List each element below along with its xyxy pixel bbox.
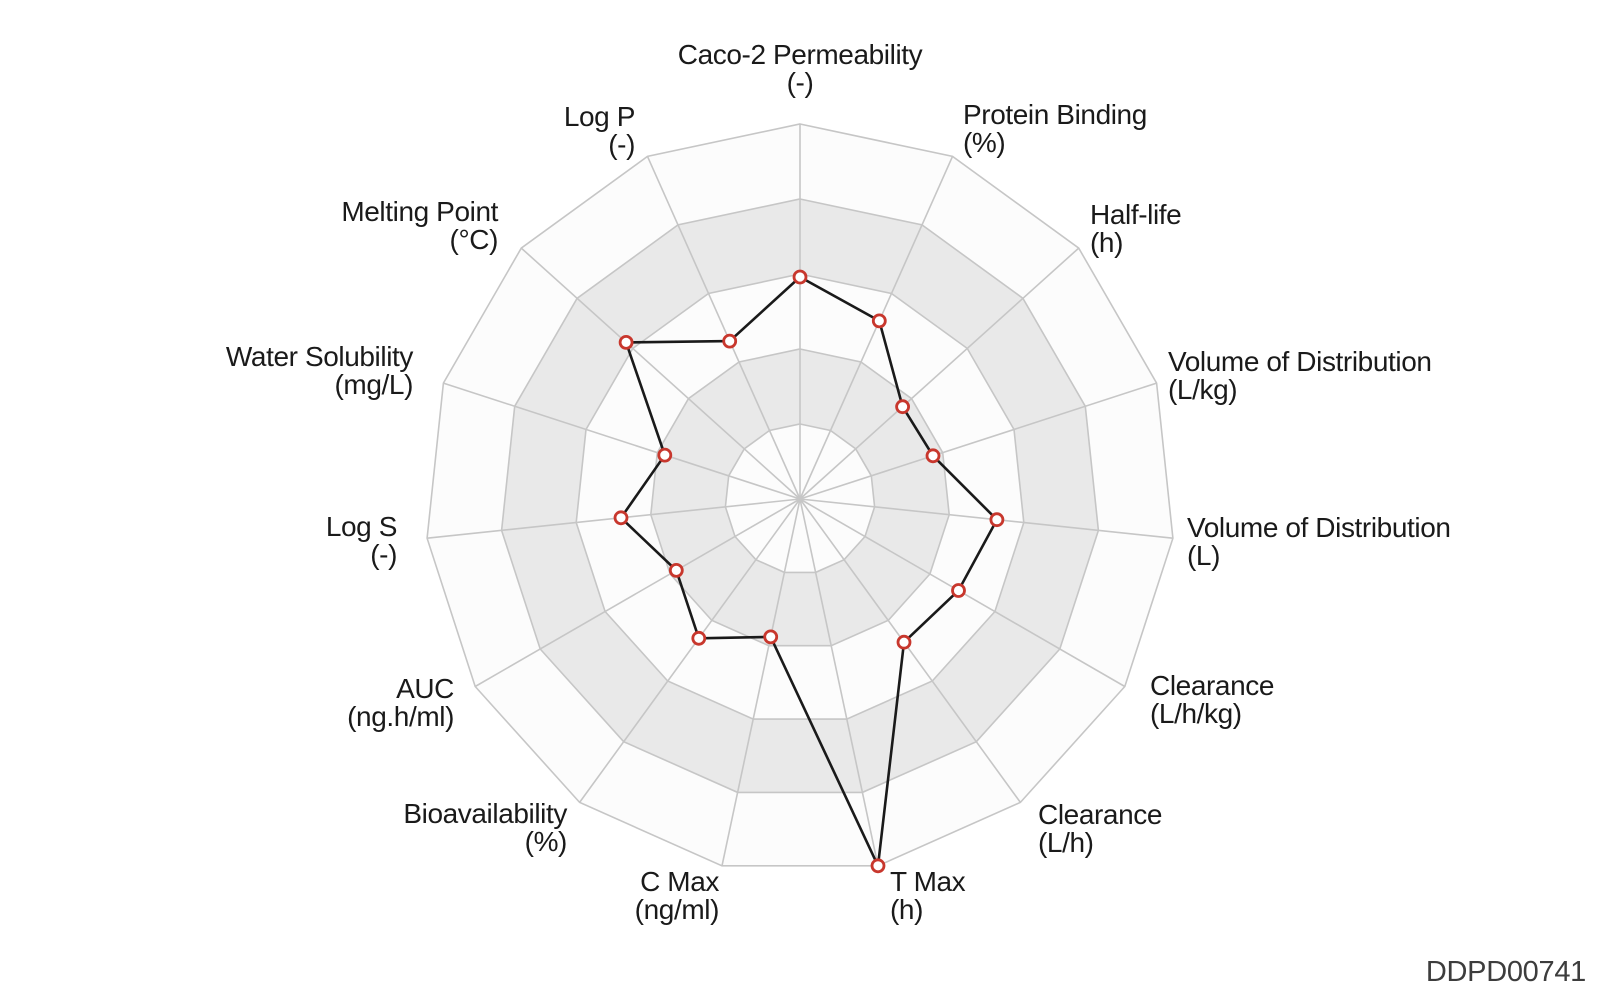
axis-unit-bioavailability: (%) (525, 826, 567, 857)
axis-label-water-solubility: Water Solubility (226, 341, 413, 372)
axis-label-clearance: Clearance (1150, 670, 1274, 701)
axis-label-melting-point: Melting Point (341, 196, 498, 227)
axis-unit-t-max: (h) (890, 894, 923, 925)
data-point-marker (691, 630, 707, 646)
data-point-marker (896, 634, 912, 650)
axis-label-c-max: C Max (640, 866, 719, 897)
data-point-marker (668, 563, 684, 578)
data-point-marker (657, 447, 673, 463)
axis-label-bioavailability: Bioavailability (403, 798, 567, 829)
axis-unit-log-p: (-) (608, 129, 635, 160)
data-point-marker (989, 512, 1005, 528)
axis-label-protein-binding: Protein Binding (963, 99, 1147, 130)
data-point-marker (722, 333, 738, 349)
data-point-marker (870, 858, 886, 874)
grid-spoke (646, 156, 801, 500)
axis-label-caco-2-permeability: Caco-2 Permeability (678, 39, 923, 70)
data-point-marker (618, 334, 634, 350)
axis-label-auc: AUC (396, 673, 454, 704)
axis-unit-half-life: (h) (1090, 227, 1123, 258)
grid-spoke (799, 247, 1080, 500)
data-point-marker (951, 583, 966, 598)
grid-spoke (799, 498, 1173, 539)
axis-unit-clearance: (L/h/kg) (1150, 698, 1242, 729)
data-point-marker (895, 399, 910, 415)
axis-unit-c-max: (ng/ml) (635, 894, 719, 925)
data-point-marker (871, 313, 887, 329)
axis-label-log-s: Log S (326, 511, 397, 542)
data-point-marker (613, 510, 629, 526)
axis-label-clearance: Clearance (1038, 799, 1162, 830)
grid-spoke (578, 498, 801, 803)
axis-label-volume-of-distribution: Volume of Distribution (1168, 346, 1432, 377)
axis-unit-caco-2-permeability: (-) (787, 67, 814, 98)
axis-unit-water-solubility: (mg/L) (335, 369, 414, 400)
axis-unit-volume-of-distribution: (L/kg) (1168, 374, 1237, 405)
axis-unit-auc: (ng.h/ml) (347, 701, 454, 732)
axis-unit-melting-point: (°C) (450, 224, 498, 255)
axis-label-half-life: Half-life (1090, 199, 1181, 230)
axis-unit-log-s: (-) (370, 539, 397, 570)
grid-spoke (443, 382, 801, 500)
grid-spoke (799, 156, 954, 500)
grid-spoke (799, 498, 1022, 803)
grid-spoke (427, 498, 801, 539)
axis-unit-protein-binding: (%) (963, 127, 1005, 158)
compound-id-label: DDPD00741 (1425, 956, 1586, 988)
data-point-marker (925, 448, 941, 464)
grid-spoke (520, 247, 801, 500)
grid-spoke (799, 382, 1157, 500)
grid-spoke (799, 498, 879, 866)
axis-label-t-max: T Max (890, 866, 966, 897)
axis-unit-volume-of-distribution: (L) (1187, 540, 1220, 571)
axis-unit-clearance: (L/h) (1038, 827, 1094, 858)
data-point-marker (763, 629, 779, 645)
grid-spoke (721, 498, 801, 866)
grid-spoke (474, 498, 801, 688)
axis-label-volume-of-distribution: Volume of Distribution (1187, 512, 1451, 543)
data-series-line (619, 275, 999, 871)
axis-label-log-p: Log P (564, 101, 635, 132)
data-point-marker (792, 269, 808, 285)
